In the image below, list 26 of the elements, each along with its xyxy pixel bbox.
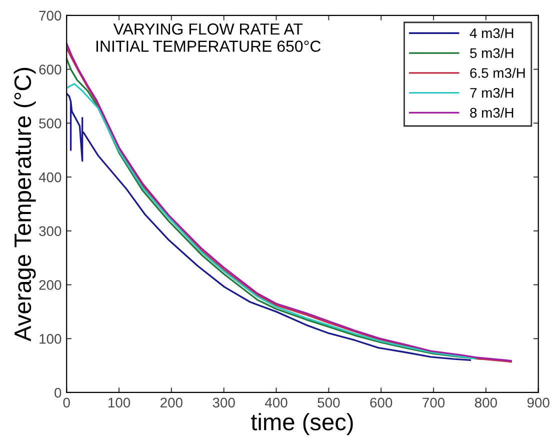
x-tick-label: 100 — [108, 398, 130, 408]
legend-label: 8 m3/H — [470, 108, 514, 118]
text: VARYING FLOW RATE AT INITIAL TEMPERATURE 650°C — [96, 23, 321, 52]
y-tick-label: 200 — [39, 280, 62, 290]
y-tick-label: 300 — [39, 226, 62, 236]
x-tick-label: 300 — [212, 398, 235, 408]
x-tick-label: 200 — [160, 398, 182, 408]
y-tick-label: 600 — [39, 64, 62, 74]
y-tick-label: 0 — [54, 388, 62, 398]
x-tick-label: 900 — [527, 398, 550, 408]
y-tick-label: 100 — [40, 334, 62, 344]
legend-label: 7 m3/H — [470, 88, 514, 98]
y-tick-label: 500 — [39, 118, 62, 128]
legend-label: 6.5 m3/H — [470, 68, 525, 78]
x-tick-label: 0 — [63, 398, 70, 408]
legend-label: 5 m3/H — [470, 48, 514, 58]
y-axis-title: Average Temperature (°C) — [14, 68, 36, 342]
x-tick-label: 600 — [370, 398, 392, 408]
x-tick-label: 400 — [265, 398, 288, 408]
x-tick-label: 500 — [318, 398, 340, 408]
y-tick-label: 400 — [38, 172, 62, 182]
y-tick-label: 700 — [39, 10, 62, 21]
x-tick-label: 700 — [422, 398, 445, 408]
x-axis-title: time (sec) — [251, 413, 353, 436]
x-tick-label: 800 — [474, 398, 497, 408]
legend-label: 4 m3/H — [470, 28, 514, 38]
